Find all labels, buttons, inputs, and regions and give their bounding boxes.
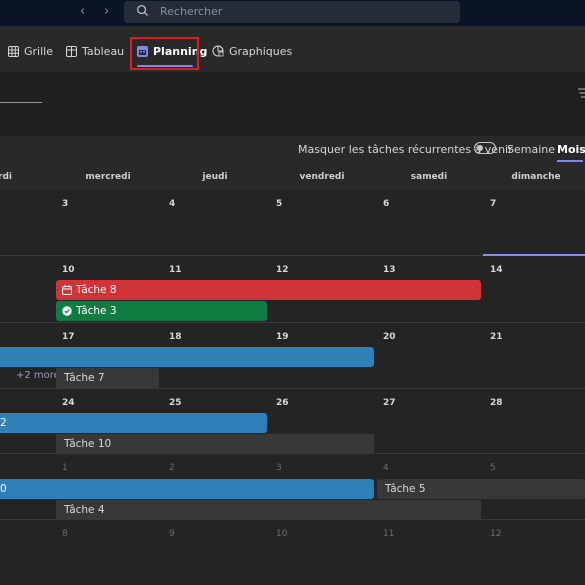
task-label: 2	[0, 417, 7, 429]
tab-label: Graphiques	[229, 44, 293, 58]
day-number[interactable]: 11	[383, 529, 395, 539]
week-divider	[0, 388, 585, 389]
task-bar-continued[interactable]	[0, 347, 374, 367]
day-number[interactable]: 10	[62, 265, 75, 275]
highlight-box	[130, 37, 199, 70]
filter-icon[interactable]	[578, 88, 585, 98]
task-bar-tache-3[interactable]: Tâche 3	[56, 301, 267, 321]
tab-label: Tableau	[82, 44, 125, 58]
day-number[interactable]: 28	[490, 398, 503, 408]
day-number[interactable]: 12	[490, 529, 502, 539]
mask-recurring-toggle[interactable]	[474, 142, 496, 154]
day-number[interactable]: 11	[169, 265, 182, 275]
day-header	[0, 164, 585, 190]
task-label: 0	[0, 483, 7, 495]
calendar-week	[0, 190, 585, 255]
search-icon	[137, 5, 149, 17]
day-number[interactable]: 2	[169, 463, 175, 473]
day-number[interactable]: 12	[276, 265, 289, 275]
active-view-indicator	[557, 160, 583, 162]
mask-recurring-label: Masquer les tâches récurrentes à venir	[298, 143, 513, 156]
day-number[interactable]: 26	[276, 398, 289, 408]
week-divider	[0, 255, 585, 256]
day-number[interactable]: 9	[169, 529, 175, 539]
day-number[interactable]: 5	[276, 199, 283, 209]
calendar-icon	[137, 45, 148, 57]
day-number[interactable]: 17	[62, 332, 75, 342]
day-number[interactable]: 19	[276, 332, 289, 342]
day-number[interactable]: 27	[383, 398, 396, 408]
day-number[interactable]: 6	[383, 199, 390, 209]
task-label: Tâche 5	[385, 483, 426, 495]
day-name-vendredi: vendredi	[299, 172, 345, 182]
day-number[interactable]: 20	[383, 332, 396, 342]
calendar-icon	[62, 285, 72, 295]
day-number[interactable]: 14	[490, 265, 503, 275]
more-tasks-link[interactable]: +2 more	[16, 370, 60, 381]
day-name-jeudi: jeudi	[202, 172, 228, 182]
day-name-dimanche: dimanche	[511, 172, 561, 182]
task-bar-continued[interactable]: 2	[0, 413, 267, 433]
active-tab-indicator	[137, 65, 193, 67]
input-underline[interactable]	[0, 102, 42, 103]
day-number[interactable]: 21	[490, 332, 503, 342]
day-number[interactable]: 13	[383, 265, 396, 275]
task-bar-continued[interactable]: 0	[0, 479, 374, 499]
calendar-week	[0, 520, 585, 585]
day-number[interactable]: 24	[62, 398, 75, 408]
day-name-mardi: ardi	[0, 172, 13, 182]
task-label: Tâche 4	[64, 504, 105, 516]
view-week-button[interactable]: Semaine	[507, 143, 556, 156]
tab-graphiques[interactable]: Graphiques	[212, 42, 292, 60]
tab-label: Planning	[153, 44, 208, 58]
check-circle-icon	[62, 306, 72, 316]
task-label: Tâche 7	[64, 372, 105, 384]
options-bar	[0, 136, 585, 164]
current-week-indicator	[483, 254, 585, 256]
search-input[interactable]: Rechercher	[160, 5, 223, 18]
day-number[interactable]: 5	[490, 463, 496, 473]
search-box[interactable]: Rechercher	[124, 1, 460, 23]
task-bar-tache-7[interactable]: Tâche 7	[56, 368, 159, 388]
task-bar-tache-8[interactable]: Tâche 8	[56, 280, 481, 300]
task-label: Tâche 8	[76, 284, 117, 296]
day-number[interactable]: 3	[276, 463, 282, 473]
day-number[interactable]: 7	[490, 199, 497, 209]
back-arrow-icon[interactable]: ‹	[80, 4, 86, 19]
task-label: Tâche 10	[64, 438, 112, 450]
day-number[interactable]: 25	[169, 398, 182, 408]
day-number[interactable]: 10	[276, 529, 288, 539]
top-bar: ‹ › Rechercher	[0, 0, 585, 26]
day-number[interactable]: 1	[62, 463, 68, 473]
day-number[interactable]: 3	[62, 199, 69, 209]
chart-icon	[212, 45, 224, 57]
day-name-mercredi: mercredi	[85, 172, 131, 182]
week-divider	[0, 322, 585, 323]
day-name-samedi: samedi	[410, 172, 448, 182]
board-icon	[66, 45, 77, 57]
task-bar-tache-5[interactable]: Tâche 5	[377, 479, 585, 499]
toolbar-area	[0, 72, 585, 136]
view-tabs-bar: Grille Tableau Planning Graphiques	[0, 26, 585, 72]
forward-arrow-icon[interactable]: ›	[104, 4, 110, 19]
grid-icon	[8, 45, 19, 57]
view-month-button[interactable]: Mois	[557, 143, 585, 156]
task-label: Tâche 3	[76, 305, 117, 317]
toggle-knob	[477, 145, 483, 151]
day-number[interactable]: 8	[62, 529, 68, 539]
tab-label: Grille	[24, 44, 53, 58]
day-number[interactable]: 4	[169, 199, 176, 209]
day-number[interactable]: 18	[169, 332, 182, 342]
tab-tableau[interactable]: Tableau	[66, 42, 124, 60]
tab-planning[interactable]: Planning	[137, 42, 207, 60]
tab-grille[interactable]: Grille	[8, 42, 53, 60]
task-bar-tache-10[interactable]: Tâche 10	[56, 434, 374, 454]
task-bar-tache-4[interactable]: Tâche 4	[56, 500, 481, 520]
day-number[interactable]: 4	[383, 463, 389, 473]
